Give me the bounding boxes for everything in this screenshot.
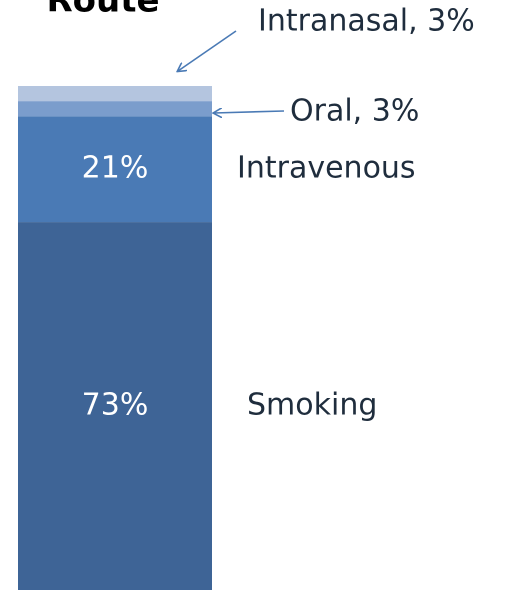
annotation: Intranasal, 3%	[258, 4, 475, 39]
value-label: 73%	[82, 388, 149, 423]
value-label: 21%	[82, 151, 149, 186]
bar-segment	[18, 116, 212, 223]
annotation: Oral, 3%	[290, 94, 419, 129]
bar-segment	[18, 222, 212, 590]
segment-label: Intravenous	[237, 151, 416, 186]
chart-title: Route	[46, 0, 159, 21]
arrow	[214, 111, 285, 113]
bar-segment	[18, 86, 212, 102]
arrow	[178, 30, 237, 71]
segment-label: Smoking	[247, 388, 377, 423]
bar-segment	[18, 101, 212, 117]
